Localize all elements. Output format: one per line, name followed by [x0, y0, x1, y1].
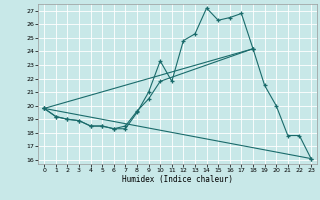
X-axis label: Humidex (Indice chaleur): Humidex (Indice chaleur) — [122, 175, 233, 184]
